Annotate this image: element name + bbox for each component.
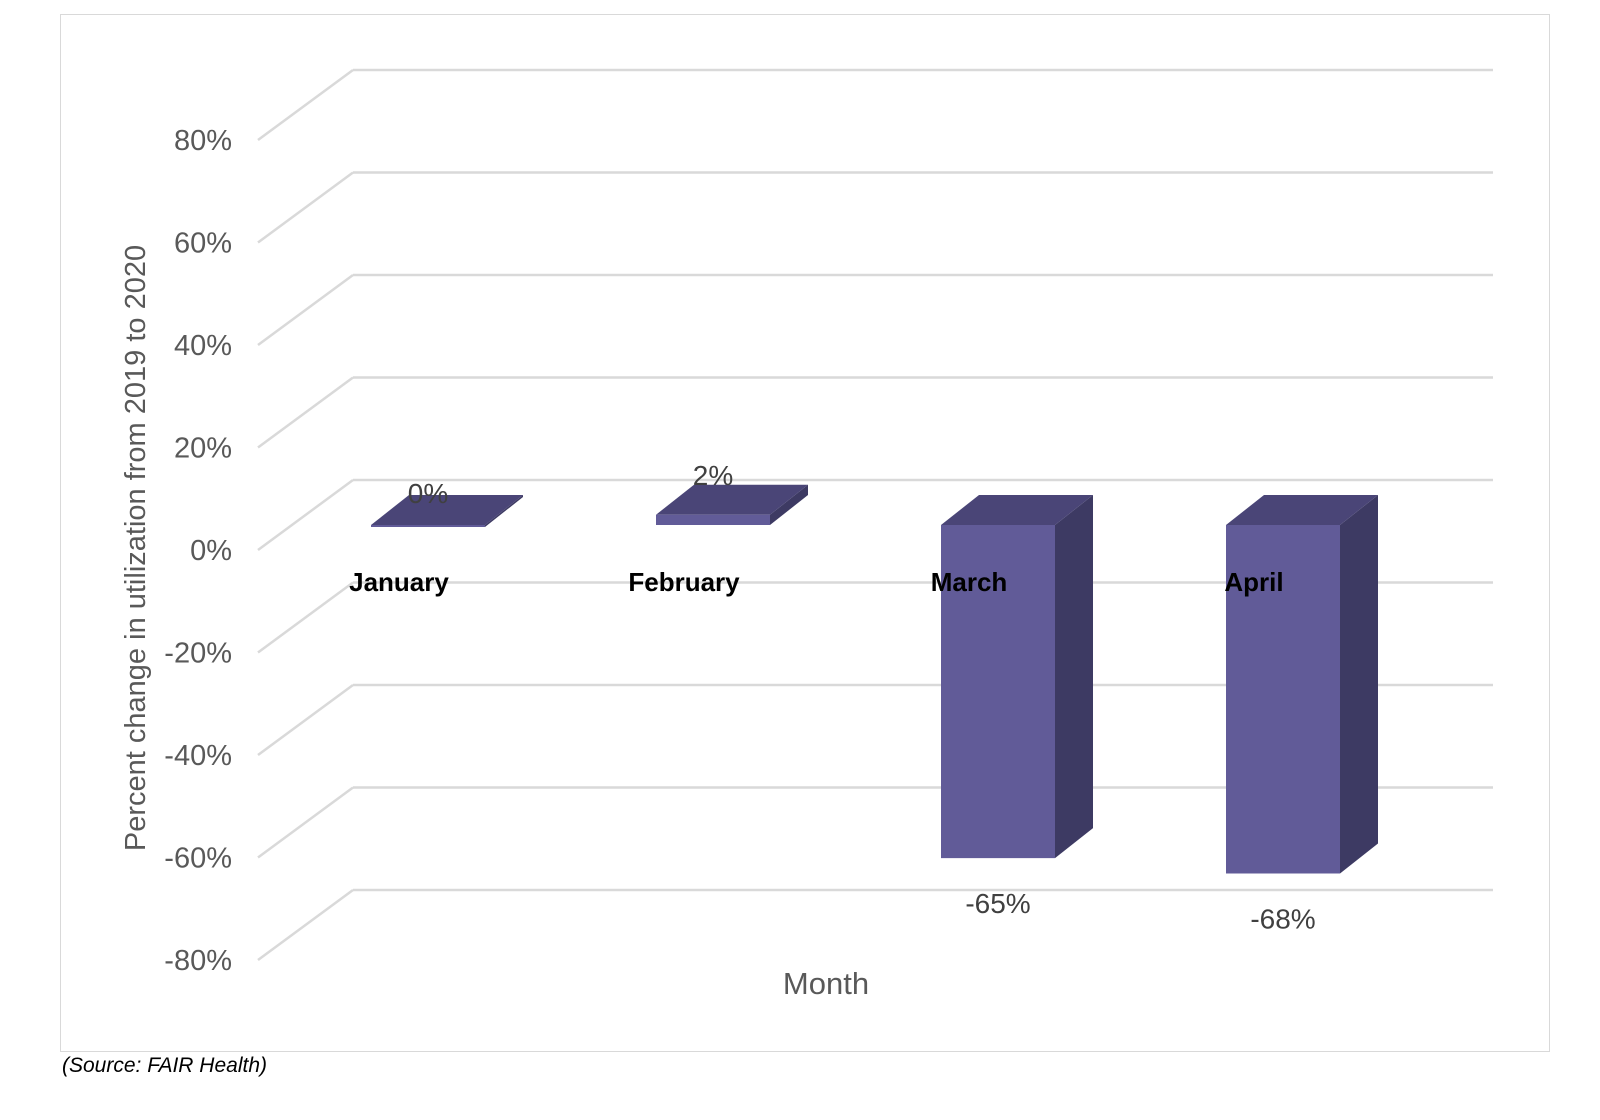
data-label: -68% xyxy=(1250,904,1315,935)
x-axis-title: Month xyxy=(783,966,869,1001)
gridline-depth xyxy=(257,581,354,654)
category-label: January xyxy=(349,567,449,597)
bar-top xyxy=(1226,495,1378,525)
data-label: -65% xyxy=(965,888,1030,919)
y-tick-label: -80% xyxy=(164,945,232,977)
y-tick-label: 40% xyxy=(174,330,232,362)
y-tick-label: 60% xyxy=(174,228,232,260)
category-label: February xyxy=(628,567,740,597)
category-label: April xyxy=(1224,567,1283,597)
gridline-depth xyxy=(257,786,354,859)
gridline-depth xyxy=(257,888,354,962)
bar xyxy=(371,525,485,527)
data-label: 0% xyxy=(408,478,448,509)
bar xyxy=(941,525,1055,859)
gridline-depth xyxy=(257,68,354,142)
grid-layer xyxy=(257,68,1493,962)
bar-top xyxy=(371,495,523,525)
source-note: (Source: FAIR Health) xyxy=(62,1054,268,1077)
bar-side xyxy=(1055,495,1093,859)
bar-top xyxy=(941,495,1093,525)
y-tick-label: 0% xyxy=(190,535,232,567)
y-tick-label: 20% xyxy=(174,433,232,465)
gridline-depth xyxy=(257,683,354,757)
category-label: March xyxy=(931,567,1008,597)
labels-layer: 80% 60% 40% 20% 0% -20% -40% -60% -80% 0% January 2… xyxy=(164,125,1315,977)
bar-side xyxy=(770,484,808,525)
bar-side xyxy=(485,495,523,527)
bar-top xyxy=(656,484,808,515)
gridline-depth xyxy=(257,376,354,449)
y-tick-label: 80% xyxy=(174,125,232,157)
gridline-depth xyxy=(257,478,354,552)
y-tick-label: -40% xyxy=(164,740,232,772)
y-tick-label: -60% xyxy=(164,843,232,875)
bars-layer xyxy=(371,484,1378,874)
y-axis-title: Percent change in utilization from 2019 … xyxy=(120,245,152,851)
bar xyxy=(656,514,770,525)
y-tick-label: -20% xyxy=(164,638,232,670)
data-label: 2% xyxy=(693,460,733,491)
gridline-depth xyxy=(257,171,354,244)
gridline-depth xyxy=(257,273,354,347)
bar-side xyxy=(1340,495,1378,874)
bar xyxy=(1226,525,1340,874)
